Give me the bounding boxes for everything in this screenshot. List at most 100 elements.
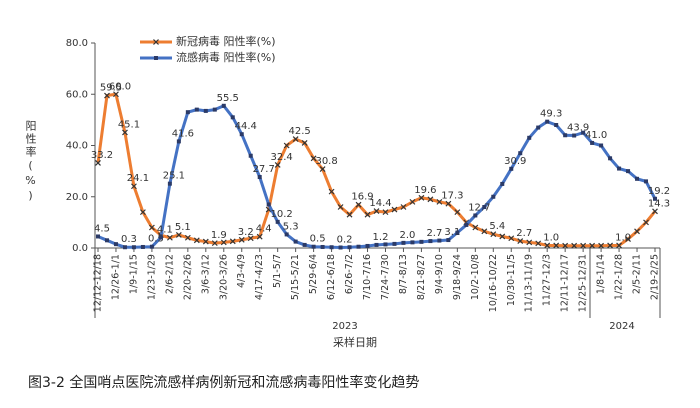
data-label: 0.5 — [310, 234, 326, 245]
x-tick-label: 6/26-7/2 — [344, 254, 355, 294]
data-label: 19.2 — [648, 186, 670, 197]
point — [185, 110, 190, 115]
data-label: 30.9 — [504, 156, 526, 167]
point — [302, 242, 307, 247]
point — [409, 198, 416, 205]
data-label: 27.7 — [253, 164, 275, 175]
point — [382, 209, 389, 216]
y-tick-label: 20.0 — [66, 192, 88, 203]
point — [347, 245, 352, 250]
data-label: 41.6 — [172, 128, 194, 139]
point — [481, 228, 488, 235]
point — [131, 183, 137, 190]
point — [374, 242, 379, 247]
data-label: 33.2 — [91, 150, 113, 161]
x-tick-label: 3/20-3/26 — [218, 254, 229, 300]
point — [167, 181, 172, 186]
point — [383, 242, 388, 247]
data-label: 1.2 — [373, 232, 389, 243]
data-label: 2.7 — [516, 228, 532, 239]
point — [328, 188, 335, 195]
data-label: 16.9 — [351, 192, 373, 203]
y-tick-label: 40.0 — [66, 141, 88, 152]
point — [356, 244, 361, 249]
data-label: 59.5 — [100, 83, 122, 94]
point — [544, 242, 551, 249]
point — [590, 140, 595, 145]
point — [247, 235, 254, 242]
point — [626, 169, 631, 174]
point — [338, 245, 343, 250]
point — [517, 238, 524, 245]
x-tick-label: 10/16-10/22 — [488, 254, 499, 312]
x-tick-label: 5/1-5/7 — [272, 254, 283, 288]
point — [266, 202, 271, 207]
point — [392, 241, 397, 246]
point — [176, 139, 181, 144]
x-tick-label: 11/27-12/3 — [542, 254, 553, 306]
x-tick-label: 1/8-1/14 — [596, 254, 607, 294]
point — [607, 242, 614, 249]
x-tick-label: 1/9-1/15 — [128, 254, 139, 294]
year-label: 2024 — [609, 321, 634, 332]
x-tick-label: 11/13-11/19 — [524, 254, 535, 312]
data-label: 44.4 — [235, 121, 257, 132]
point — [158, 235, 163, 240]
point — [293, 239, 298, 244]
data-label: 0.3 — [121, 234, 137, 245]
point — [428, 239, 433, 244]
data-label: 1.0 — [615, 232, 631, 243]
point — [419, 239, 424, 244]
data-label: 0.5 — [148, 234, 164, 245]
x-tick-label: 9/4-9/10 — [434, 254, 445, 294]
point — [491, 194, 496, 199]
point — [184, 234, 191, 241]
data-label: 60.0 — [109, 81, 131, 92]
x-tick-label: 2/5-2/11 — [632, 254, 643, 294]
point — [509, 166, 514, 171]
point — [319, 166, 326, 172]
point — [644, 179, 649, 184]
data-label: 25.1 — [163, 171, 185, 182]
data-label: 42.5 — [289, 126, 311, 137]
point — [572, 133, 577, 138]
point — [154, 56, 158, 60]
point — [490, 231, 497, 238]
data-label: 5.3 — [283, 221, 299, 232]
point — [149, 244, 154, 249]
data-label: 2.0 — [399, 230, 415, 241]
data-label: 4.5 — [94, 223, 110, 234]
point — [473, 213, 478, 218]
data-label: 5.4 — [489, 221, 505, 232]
x-tick-label: 7/24-7/30 — [380, 254, 391, 300]
point — [248, 153, 253, 158]
data-label: 1.9 — [211, 230, 227, 241]
x-tick-label: 10/30-11/5 — [506, 254, 517, 306]
year-label: 2023 — [332, 321, 357, 332]
data-label: 19.6 — [414, 185, 436, 196]
point — [455, 230, 460, 235]
x-tick-label: 4/17-4/23 — [254, 254, 265, 300]
point — [364, 211, 371, 218]
point — [203, 108, 208, 113]
point — [193, 237, 200, 244]
x-tick-label: 2/19-2/25 — [650, 254, 661, 300]
point — [400, 204, 407, 210]
point — [589, 242, 596, 249]
data-label: 43.9 — [567, 123, 589, 134]
caption: 图3-2 全国哨点医院流感样病例新冠和流感病毒阳性率变化趋势 — [28, 375, 420, 391]
data-label: 49.3 — [540, 109, 562, 120]
x-tick-label: 1/23-1/29 — [146, 254, 157, 300]
data-label: 3.1 — [444, 227, 460, 238]
point — [527, 135, 532, 140]
point — [221, 103, 226, 108]
data-label: 41.0 — [585, 130, 607, 141]
point — [454, 209, 461, 216]
point — [373, 208, 380, 215]
point — [437, 238, 442, 243]
point — [643, 219, 649, 226]
point — [508, 235, 515, 242]
x-tick-label: 8/21-8/27 — [416, 254, 427, 300]
point — [634, 228, 640, 235]
